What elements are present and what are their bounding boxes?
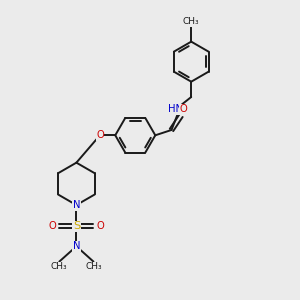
Text: HN: HN (168, 104, 183, 114)
Text: CH₃: CH₃ (183, 17, 200, 26)
Text: S: S (73, 221, 80, 231)
Text: CH₃: CH₃ (86, 262, 102, 272)
Text: O: O (49, 221, 57, 231)
Text: O: O (96, 221, 104, 231)
Text: N: N (73, 200, 80, 210)
Text: O: O (96, 130, 104, 140)
Text: CH₃: CH₃ (50, 262, 67, 272)
Text: N: N (73, 241, 80, 251)
Text: O: O (179, 104, 187, 114)
